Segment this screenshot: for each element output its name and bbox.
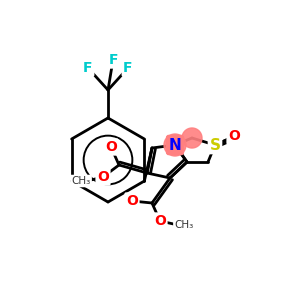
Text: F: F xyxy=(83,61,93,75)
Text: O: O xyxy=(228,129,240,143)
Circle shape xyxy=(182,128,202,148)
Circle shape xyxy=(164,134,186,156)
Text: O: O xyxy=(97,170,109,184)
Text: O: O xyxy=(154,214,166,228)
Text: F: F xyxy=(123,61,133,75)
Text: O: O xyxy=(105,140,117,154)
Text: N: N xyxy=(169,137,182,152)
Text: CH₃: CH₃ xyxy=(174,220,194,230)
Text: CH₃: CH₃ xyxy=(71,176,91,186)
Text: F: F xyxy=(108,53,118,67)
Text: S: S xyxy=(209,137,220,152)
Text: O: O xyxy=(126,194,138,208)
